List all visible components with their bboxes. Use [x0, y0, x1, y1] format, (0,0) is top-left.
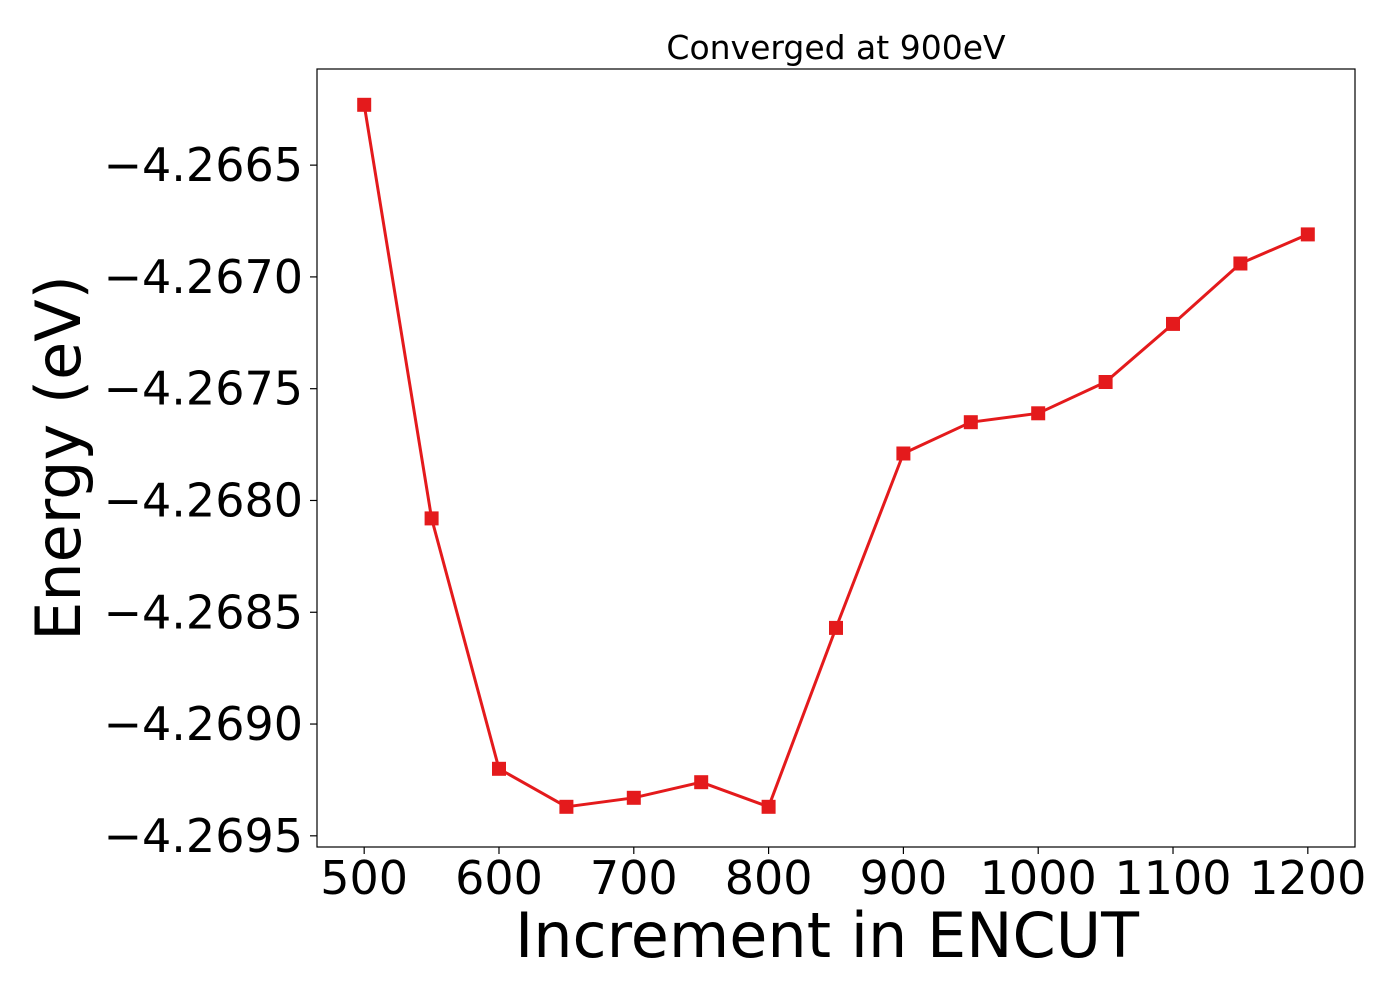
y-tick-label: −4.2685: [104, 585, 304, 639]
x-tick-label: 800: [725, 851, 813, 905]
data-point-marker: [694, 775, 709, 790]
x-tick-label: 1000: [980, 851, 1097, 905]
x-tick-label: 600: [455, 851, 543, 905]
data-point-marker: [1098, 375, 1113, 389]
y-tick-label: −4.2670: [104, 250, 304, 304]
data-point-marker: [626, 790, 641, 805]
data-point-marker: [829, 620, 843, 635]
x-tick-label: 700: [590, 851, 678, 905]
x-tick-label: 1100: [1114, 851, 1231, 905]
data-point-marker: [896, 446, 911, 461]
series-layer: [357, 97, 1315, 814]
y-tick-label: −4.2695: [104, 809, 304, 863]
data-point-marker: [963, 415, 978, 430]
x-axis-ticks: 500 600 700 800 900 1000 1100 1200: [320, 847, 1366, 905]
chart-title: Converged at 900eV: [666, 28, 1006, 67]
data-point-marker: [424, 511, 439, 526]
data-point-marker: [357, 97, 372, 112]
data-point-marker: [559, 799, 574, 814]
x-tick-label: 500: [320, 851, 408, 905]
data-point-marker: [1031, 406, 1046, 421]
x-tick-label: 1200: [1249, 851, 1366, 905]
y-tick-label: −4.2690: [104, 697, 304, 751]
data-point-marker: [492, 761, 506, 776]
data-point-marker: [761, 799, 776, 814]
y-tick-label: −4.2675: [104, 362, 304, 416]
x-tick-label: 900: [859, 851, 947, 905]
data-point-marker: [1300, 227, 1315, 242]
x-axis-label: Increment in ENCUT: [515, 899, 1140, 972]
data-point-marker: [1233, 256, 1248, 271]
y-tick-label: −4.2665: [104, 138, 304, 192]
data-point-marker: [1166, 316, 1180, 331]
y-axis-label: Energy (eV): [22, 275, 95, 641]
y-tick-label: −4.2680: [104, 473, 304, 527]
plot-area: [316, 68, 1356, 848]
y-axis-ticks: −4.2695 −4.2690 −4.2685 −4.2680 −4.2675 −4.26…: [104, 138, 317, 863]
